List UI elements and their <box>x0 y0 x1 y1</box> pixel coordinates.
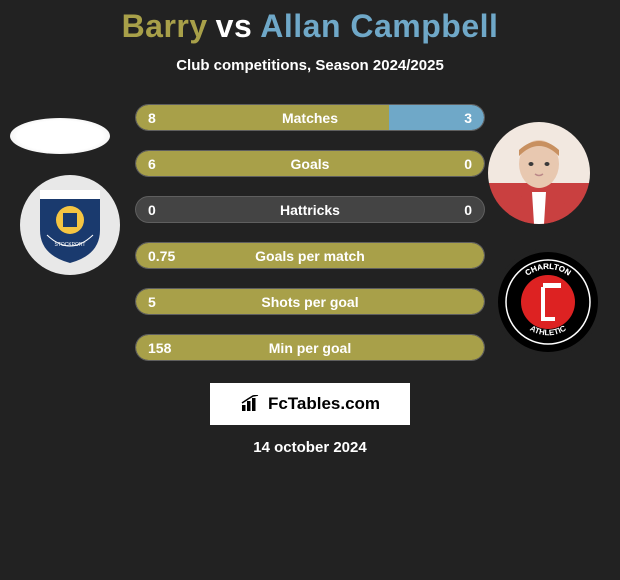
footer-logo: FcTables.com <box>210 383 410 425</box>
stat-label: Goals per match <box>136 248 484 264</box>
fctables-logo-icon <box>240 395 262 413</box>
stat-row: 83Matches <box>135 104 485 131</box>
header: Barry vs Allan Campbell Club competition… <box>0 0 620 74</box>
footer-logo-text: FcTables.com <box>268 394 380 414</box>
stat-row: 60Goals <box>135 150 485 177</box>
bars-column: 83Matches 60Goals 00Hattricks 0.75Goals per… <box>135 104 485 361</box>
stat-row: 00Hattricks <box>135 196 485 223</box>
stat-label: Min per goal <box>136 340 484 356</box>
stat-label: Matches <box>136 110 484 126</box>
stat-row: 158Min per goal <box>135 334 485 361</box>
stat-label: Shots per goal <box>136 294 484 310</box>
footer-date: 14 october 2024 <box>0 439 620 456</box>
stat-label: Hattricks <box>136 202 484 218</box>
stats-container: 83Matches 60Goals 00Hattricks 0.75Goals per… <box>0 104 620 361</box>
page-title: Barry vs Allan Campbell <box>0 8 620 45</box>
subtitle: Club competitions, Season 2024/2025 <box>0 57 620 74</box>
stat-row: 0.75Goals per match <box>135 242 485 269</box>
title-player1: Barry <box>122 8 208 45</box>
title-player2: Allan Campbell <box>260 8 498 45</box>
stat-row: 5Shots per goal <box>135 288 485 315</box>
title-vs: vs <box>216 8 253 45</box>
stat-label: Goals <box>136 156 484 172</box>
